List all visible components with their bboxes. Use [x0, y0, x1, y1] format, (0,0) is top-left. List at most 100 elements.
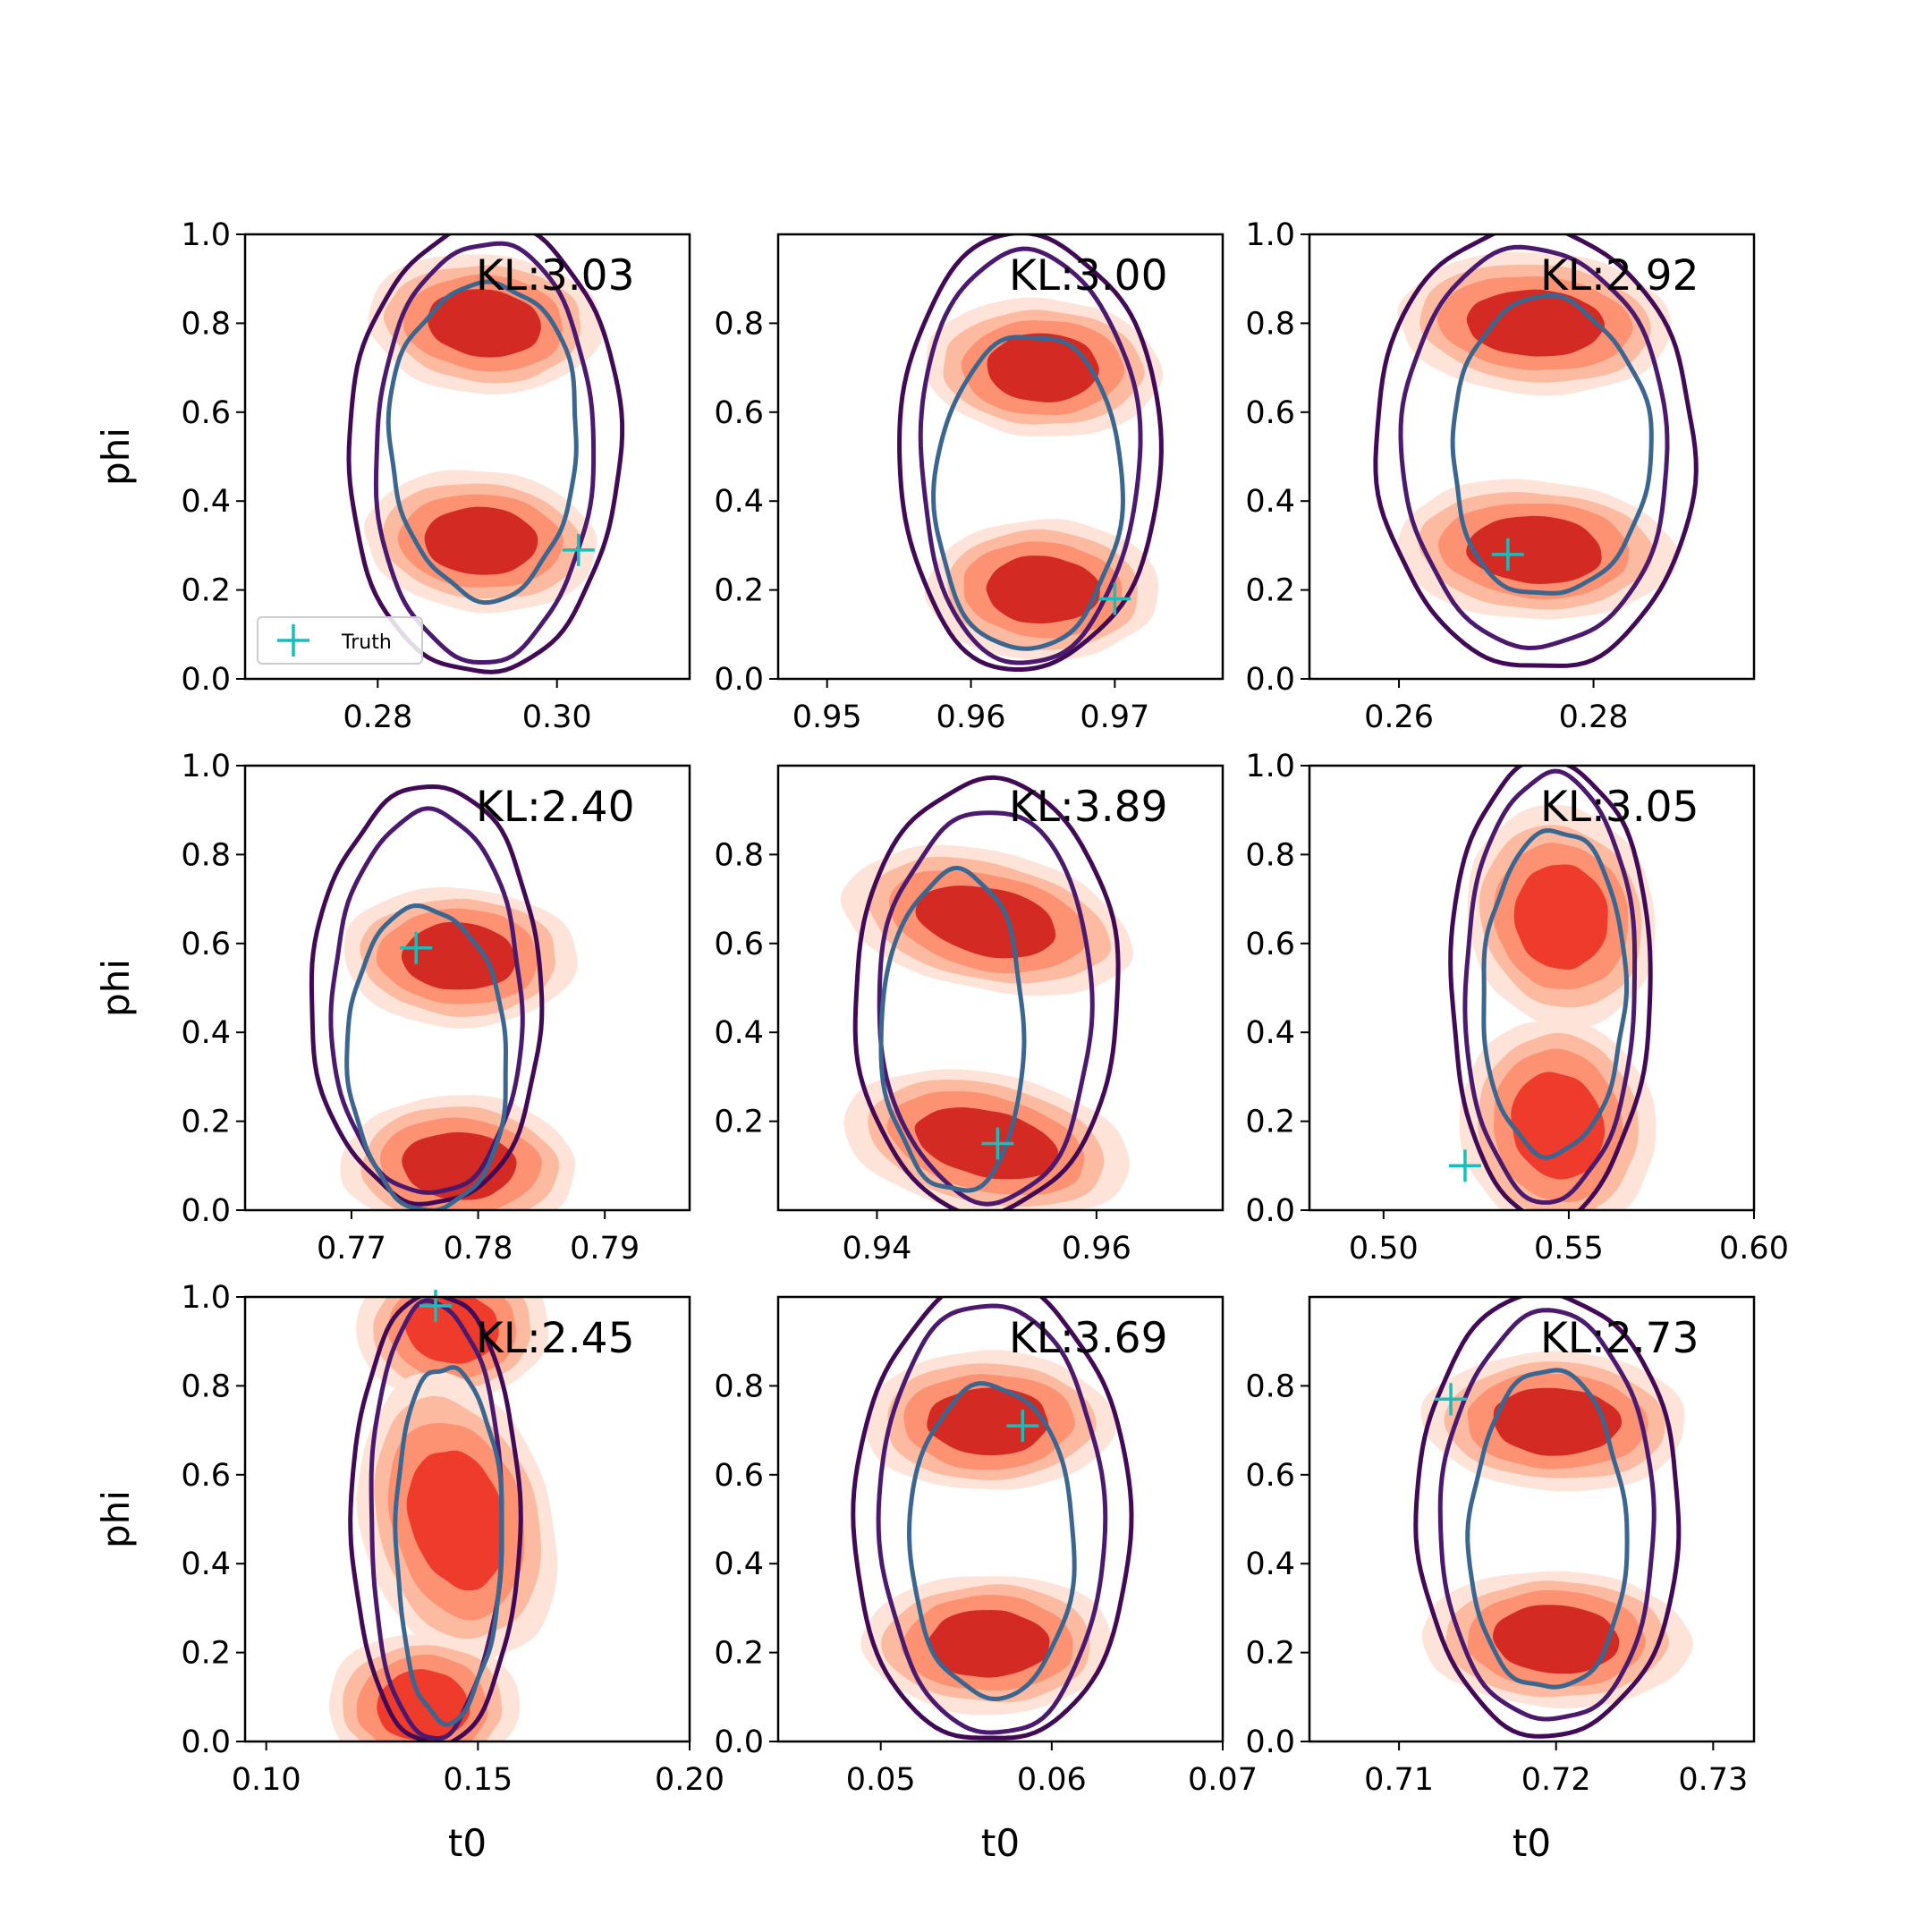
x-tick-label: 0.07 [1188, 1762, 1258, 1798]
y-tick-label: 0.8 [181, 1368, 231, 1404]
y-tick-label: 0.2 [714, 573, 764, 609]
y-tick-label: 1.0 [1245, 749, 1295, 784]
panel-5: 0.2 0.4 0.6 0.8 0.94 0.96 KL:3.89 [714, 764, 1224, 1267]
panel-1: 0.0 0.2 0.4 0.6 0.8 1.0 0.28 0.30 KL:3.03 phi Trut… [94, 217, 691, 735]
panel-4: 0.0 0.2 0.4 0.6 0.8 1.0 0.77 0.78 0.79 KL:2.40 phi [94, 749, 691, 1267]
x-tick-label: 0.28 [343, 699, 412, 735]
outer-contour [348, 1297, 523, 1741]
axes-frame [1308, 1295, 1756, 1743]
truth-marker [1448, 1149, 1481, 1182]
outer-contour [852, 775, 1121, 1210]
y-tick-label: 0.2 [1245, 1105, 1295, 1140]
panels-group: 0.0 0.2 0.4 0.6 0.8 1.0 0.28 0.30 KL:3.03 phi Trut… [94, 217, 1789, 1865]
y-axis-title: phi [94, 959, 138, 1017]
y-tick-label: 0.2 [714, 1105, 764, 1140]
x-tick-label: 0.05 [846, 1762, 916, 1798]
y-tick-label: 0.0 [181, 662, 231, 698]
x-tick-label: 0.78 [444, 1231, 513, 1267]
axes-frame [776, 233, 1224, 681]
middle-contour [1398, 244, 1670, 650]
x-tick-label: 0.06 [1017, 1762, 1087, 1798]
density-mode-2 [1421, 1571, 1694, 1709]
y-tick-label: 0.8 [1245, 1368, 1295, 1404]
outer-contour [851, 1297, 1134, 1741]
truth-marker [419, 1289, 452, 1322]
y-tick-label: 0.4 [714, 1015, 764, 1051]
density-level-4 [1513, 864, 1608, 970]
truth-marker [981, 1127, 1014, 1160]
plot-area [1448, 766, 1657, 1210]
y-tick-label: 0.2 [181, 573, 231, 609]
density-mode-1 [1467, 804, 1656, 1030]
y-tick-label: 0.4 [714, 484, 764, 520]
y-tick-label: 0.2 [1245, 1636, 1295, 1672]
axes-frame [1308, 233, 1756, 681]
middle-contour [373, 241, 597, 665]
panel-8: 0.0 0.2 0.4 0.6 0.8 0.05 0.06 0.07 KL:3.69 t0 [714, 1295, 1258, 1865]
x-tick-label: 0.73 [1678, 1762, 1748, 1798]
kl-label: KL:3.89 [1009, 783, 1168, 832]
density-level-4 [915, 886, 1056, 959]
legend-label: Truth [341, 631, 392, 654]
y-tick-label: 0.2 [714, 1636, 764, 1672]
y-axis-title: phi [94, 428, 138, 486]
density-mode-1 [926, 297, 1164, 436]
outer-contour [309, 784, 545, 1207]
density-mode-1 [1397, 252, 1672, 396]
panel-7: 0.0 0.2 0.4 0.6 0.8 1.0 0.10 0.15 0.20 KL:2.45 phi… [94, 1280, 724, 1865]
x-tick-label: 0.55 [1534, 1231, 1604, 1267]
inner-contour [907, 1381, 1077, 1701]
axes-frame [1308, 764, 1756, 1212]
x-tick-label: 0.95 [792, 699, 862, 735]
inner-contour [878, 865, 1027, 1193]
x-tick-label: 0.97 [1080, 699, 1149, 735]
panel-9: 0.0 0.2 0.4 0.6 0.8 0.71 0.72 0.73 KL:2.73 t0 [1245, 1295, 1756, 1865]
x-tick-label: 0.96 [936, 699, 1006, 735]
truth-marker [1435, 1383, 1468, 1416]
plot-area [851, 1297, 1134, 1741]
density-level-4 [1466, 289, 1606, 357]
density-mode-2 [924, 519, 1159, 660]
y-axis-title: phi [94, 1490, 138, 1548]
y-tick-label: 0.8 [1245, 837, 1295, 873]
inner-contour [393, 1365, 504, 1727]
density-mode-1 [865, 1350, 1116, 1490]
middle-contour [1462, 768, 1638, 1205]
density-level-4 [424, 506, 538, 575]
x-tick-label: 0.10 [232, 1762, 301, 1798]
density-mode-1 [1420, 1351, 1685, 1492]
y-tick-label: 0.2 [181, 1105, 231, 1140]
kl-label: KL:2.73 [1540, 1314, 1699, 1363]
y-tick-label: 0.4 [181, 1546, 231, 1582]
inner-contour [1465, 1368, 1630, 1690]
truth-marker [1491, 538, 1524, 571]
y-tick-label: 0.8 [714, 1368, 764, 1404]
truth-marker [1006, 1410, 1039, 1443]
kl-label: KL:3.05 [1540, 783, 1699, 832]
panel-6: 0.0 0.2 0.4 0.6 0.8 1.0 0.50 0.55 0.60 KL:3.05 [1245, 749, 1789, 1267]
y-tick-label: 1.0 [181, 1280, 231, 1316]
density-level-4 [927, 1387, 1049, 1456]
x-tick-label: 0.94 [842, 1231, 911, 1267]
density-level-4 [428, 289, 541, 358]
y-tick-label: 1.0 [181, 749, 231, 784]
y-tick-label: 0.6 [181, 927, 231, 962]
plot-area [309, 784, 578, 1210]
kl-label: KL:3.00 [1009, 251, 1168, 301]
axes-frame [243, 1295, 691, 1743]
y-tick-label: 0.6 [1245, 395, 1295, 431]
y-tick-label: 0.6 [1245, 927, 1295, 962]
density-mode-2 [1397, 479, 1680, 620]
density-level-4 [1493, 1605, 1620, 1674]
y-tick-label: 0.4 [1245, 484, 1295, 520]
axes-frame [243, 233, 691, 681]
x-tick-label: 0.15 [443, 1762, 513, 1798]
y-tick-label: 0.8 [1245, 306, 1295, 342]
y-tick-label: 0.4 [714, 1546, 764, 1582]
density-level-4 [406, 1450, 504, 1591]
x-axis-title: t0 [981, 1821, 1020, 1865]
x-axis-title: t0 [1513, 1821, 1551, 1865]
x-tick-label: 0.60 [1719, 1231, 1789, 1267]
axes-frame [243, 764, 691, 1212]
